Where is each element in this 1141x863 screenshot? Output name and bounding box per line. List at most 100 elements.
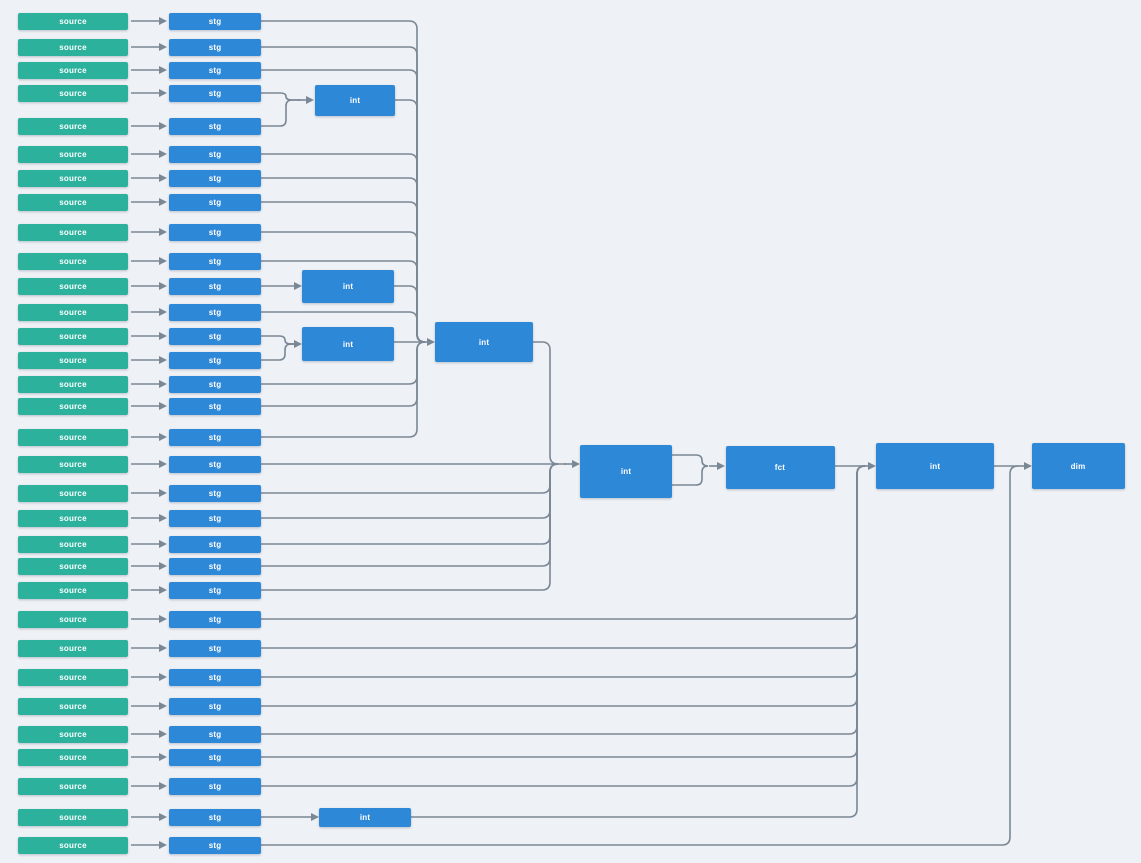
stg-node-14[interactable]: stg [169,351,261,369]
stg-node-4[interactable]: stg [169,84,261,102]
source-node-9[interactable]: source [18,223,128,241]
source-node-26-label: source [59,672,87,682]
stg-node-27[interactable]: stg [169,697,261,715]
source-node-5[interactable]: source [18,117,128,135]
source-node-16-label: source [59,401,87,411]
source-node-6[interactable]: source [18,145,128,163]
int-4-node-label: int [478,337,490,347]
stg-node-24[interactable]: stg [169,610,261,628]
stg-node-18[interactable]: stg [169,455,261,473]
stg-node-2[interactable]: stg [169,38,261,56]
source-node-14[interactable]: source [18,351,128,369]
source-node-1[interactable]: source [18,12,128,30]
stg-node-7[interactable]: stg [169,169,261,187]
edge [672,454,709,467]
source-node-21[interactable]: source [18,535,128,553]
stg-node-6[interactable]: stg [169,145,261,163]
source-node-29[interactable]: source [18,748,128,766]
stg-node-20[interactable]: stg [169,509,261,527]
stg-node-30[interactable]: stg [169,777,261,795]
edge [261,343,294,361]
source-node-25-label: source [59,643,87,653]
source-node-23-label: source [59,585,87,595]
stg-node-28[interactable]: stg [169,725,261,743]
source-node-11[interactable]: source [18,277,128,295]
stg-node-3[interactable]: stg [169,61,261,79]
stg-node-21[interactable]: stg [169,535,261,553]
fct-1-node[interactable]: fct [725,445,835,489]
source-node-7[interactable]: source [18,169,128,187]
source-node-10-label: source [59,256,87,266]
stg-node-23[interactable]: stg [169,581,261,599]
stg-node-22[interactable]: stg [169,557,261,575]
edge [261,465,866,735]
source-node-4[interactable]: source [18,84,128,102]
int-6-node[interactable]: int [876,443,994,489]
source-node-26[interactable]: source [18,668,128,686]
source-node-17-label: source [59,432,87,442]
source-node-12[interactable]: source [18,303,128,321]
stg-node-18-label: stg [208,459,222,469]
stg-node-16-label: stg [208,401,222,411]
stg-node-15[interactable]: stg [169,375,261,393]
stg-node-29[interactable]: stg [169,748,261,766]
stg-node-10[interactable]: stg [169,252,261,270]
int-5-node[interactable]: int [580,444,672,498]
source-node-30[interactable]: source [18,777,128,795]
edge [261,465,1019,846]
source-node-13[interactable]: source [18,327,128,345]
stg-node-31[interactable]: stg [169,808,261,826]
int-1-node[interactable]: int [315,84,395,116]
stg-node-25-label: stg [208,643,222,653]
source-node-25[interactable]: source [18,639,128,657]
stg-node-26[interactable]: stg [169,668,261,686]
stg-node-12[interactable]: stg [169,303,261,321]
edge [261,463,559,567]
source-node-2[interactable]: source [18,38,128,56]
source-node-16[interactable]: source [18,397,128,415]
stg-node-16[interactable]: stg [169,397,261,415]
stg-node-17[interactable]: stg [169,428,261,446]
source-node-18[interactable]: source [18,455,128,473]
source-node-10[interactable]: source [18,252,128,270]
source-node-31-label: source [59,812,87,822]
source-node-17[interactable]: source [18,428,128,446]
source-node-8[interactable]: source [18,193,128,211]
stg-node-26-label: stg [208,672,222,682]
source-node-28[interactable]: source [18,725,128,743]
stg-node-1[interactable]: stg [169,12,261,30]
int-2-node[interactable]: int [302,269,394,303]
stg-node-19[interactable]: stg [169,484,261,502]
stg-node-21-label: stg [208,539,222,549]
source-node-27[interactable]: source [18,697,128,715]
source-node-15[interactable]: source [18,375,128,393]
source-node-3[interactable]: source [18,61,128,79]
int-4-node[interactable]: int [435,322,533,362]
stg-node-32[interactable]: stg [169,836,261,854]
source-node-8-label: source [59,197,87,207]
source-node-19[interactable]: source [18,484,128,502]
stg-node-9[interactable]: stg [169,223,261,241]
edge [672,465,709,486]
stg-node-25[interactable]: stg [169,639,261,657]
edge [395,99,426,343]
edge [261,99,300,127]
source-node-24[interactable]: source [18,610,128,628]
fct-1-node-label: fct [774,462,786,472]
dim-1-node[interactable]: dim [1031,443,1125,489]
source-node-18-label: source [59,459,87,469]
stg-node-8[interactable]: stg [169,193,261,211]
source-node-32[interactable]: source [18,836,128,854]
source-node-22[interactable]: source [18,557,128,575]
stg-node-22-label: stg [208,561,222,571]
stg-node-5[interactable]: stg [169,117,261,135]
source-node-31[interactable]: source [18,808,128,826]
int-3-node[interactable]: int [302,327,394,361]
stg-node-13[interactable]: stg [169,327,261,345]
source-node-20[interactable]: source [18,509,128,527]
source-node-6-label: source [59,149,87,159]
source-node-12-label: source [59,307,87,317]
stg-node-11[interactable]: stg [169,277,261,295]
int-7-node[interactable]: int [319,807,411,827]
source-node-23[interactable]: source [18,581,128,599]
